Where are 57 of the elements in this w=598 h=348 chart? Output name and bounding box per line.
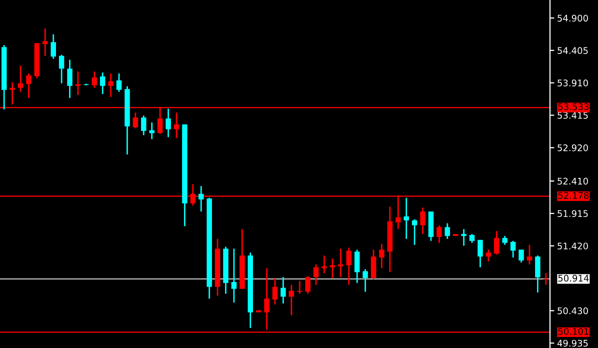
- candlestick: [272, 277, 278, 306]
- y-tick-label: 50.430: [558, 307, 588, 314]
- candlestick: [132, 112, 138, 129]
- candlestick: [478, 239, 483, 268]
- candlestick: [166, 108, 171, 138]
- candlestick: [149, 122, 154, 140]
- candlestick: [510, 240, 516, 258]
- candlestick: [280, 276, 286, 304]
- y-tick-label: 51.915: [558, 210, 588, 218]
- y-tick-label: 52.920: [558, 144, 588, 152]
- candlestick: [322, 254, 327, 274]
- candlestick: [231, 248, 237, 304]
- candlestick: [461, 228, 466, 246]
- candlestick: [379, 243, 384, 269]
- candlestick: [10, 82, 15, 106]
- ref-line-label: 52.178: [558, 192, 589, 199]
- y-tick-label: 49.935: [557, 340, 588, 347]
- candlestick: [330, 258, 336, 279]
- candlestick: [362, 268, 368, 292]
- y-tick-label: 53.415: [558, 112, 588, 119]
- candlestick: [42, 28, 48, 57]
- y-tick-label: 51.420: [558, 242, 588, 250]
- candlestick: [141, 114, 146, 136]
- y-tick-label: 52.410: [558, 178, 588, 185]
- candlestick: [50, 34, 56, 60]
- candlestick: [92, 70, 98, 89]
- candlestick: [494, 230, 500, 256]
- candlestick: [58, 54, 64, 84]
- y-tick-label: 54.900: [558, 14, 588, 22]
- candlestick: [67, 59, 72, 99]
- candlestick: [18, 64, 24, 92]
- ref-line-label: 50.101: [558, 328, 588, 335]
- candlestick: [486, 248, 492, 262]
- candlestick: [436, 224, 442, 244]
- candlestick: [305, 275, 310, 294]
- candlestick: [297, 280, 302, 294]
- candlestick: [100, 72, 106, 95]
- candlestick: [346, 246, 352, 286]
- candlestick: [370, 248, 376, 280]
- candlestick: [198, 185, 204, 212]
- candlestick: [354, 248, 360, 284]
- y-tick-label: 53.910: [558, 80, 588, 86]
- y-tick-label: 54.405: [558, 47, 588, 54]
- ref-line-label: 50.914: [558, 274, 589, 282]
- candlestick: [264, 268, 270, 330]
- ref-line-label: 53.533: [558, 103, 589, 110]
- candlestick: [420, 206, 426, 235]
- candlestick: [518, 248, 524, 264]
- candlestick: [535, 254, 540, 294]
- candlestick: [526, 244, 532, 266]
- candlestick: [313, 264, 319, 286]
- candlestick: [404, 197, 409, 240]
- candlestick: [116, 72, 122, 92]
- candlestick: [26, 72, 32, 99]
- candlestick: [444, 222, 450, 240]
- candlestick: [338, 248, 344, 278]
- candlestick: [108, 72, 114, 98]
